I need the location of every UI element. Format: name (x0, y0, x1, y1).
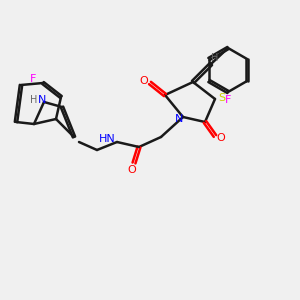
Text: F: F (30, 74, 36, 84)
Text: F: F (225, 95, 231, 105)
Text: N: N (38, 95, 46, 105)
Text: O: O (140, 76, 148, 86)
Text: O: O (217, 133, 225, 143)
Text: H: H (211, 53, 219, 63)
Text: H: H (30, 95, 38, 105)
Text: O: O (128, 165, 136, 175)
Text: S: S (218, 93, 226, 103)
Text: N: N (175, 114, 183, 124)
Text: HN: HN (99, 134, 116, 144)
